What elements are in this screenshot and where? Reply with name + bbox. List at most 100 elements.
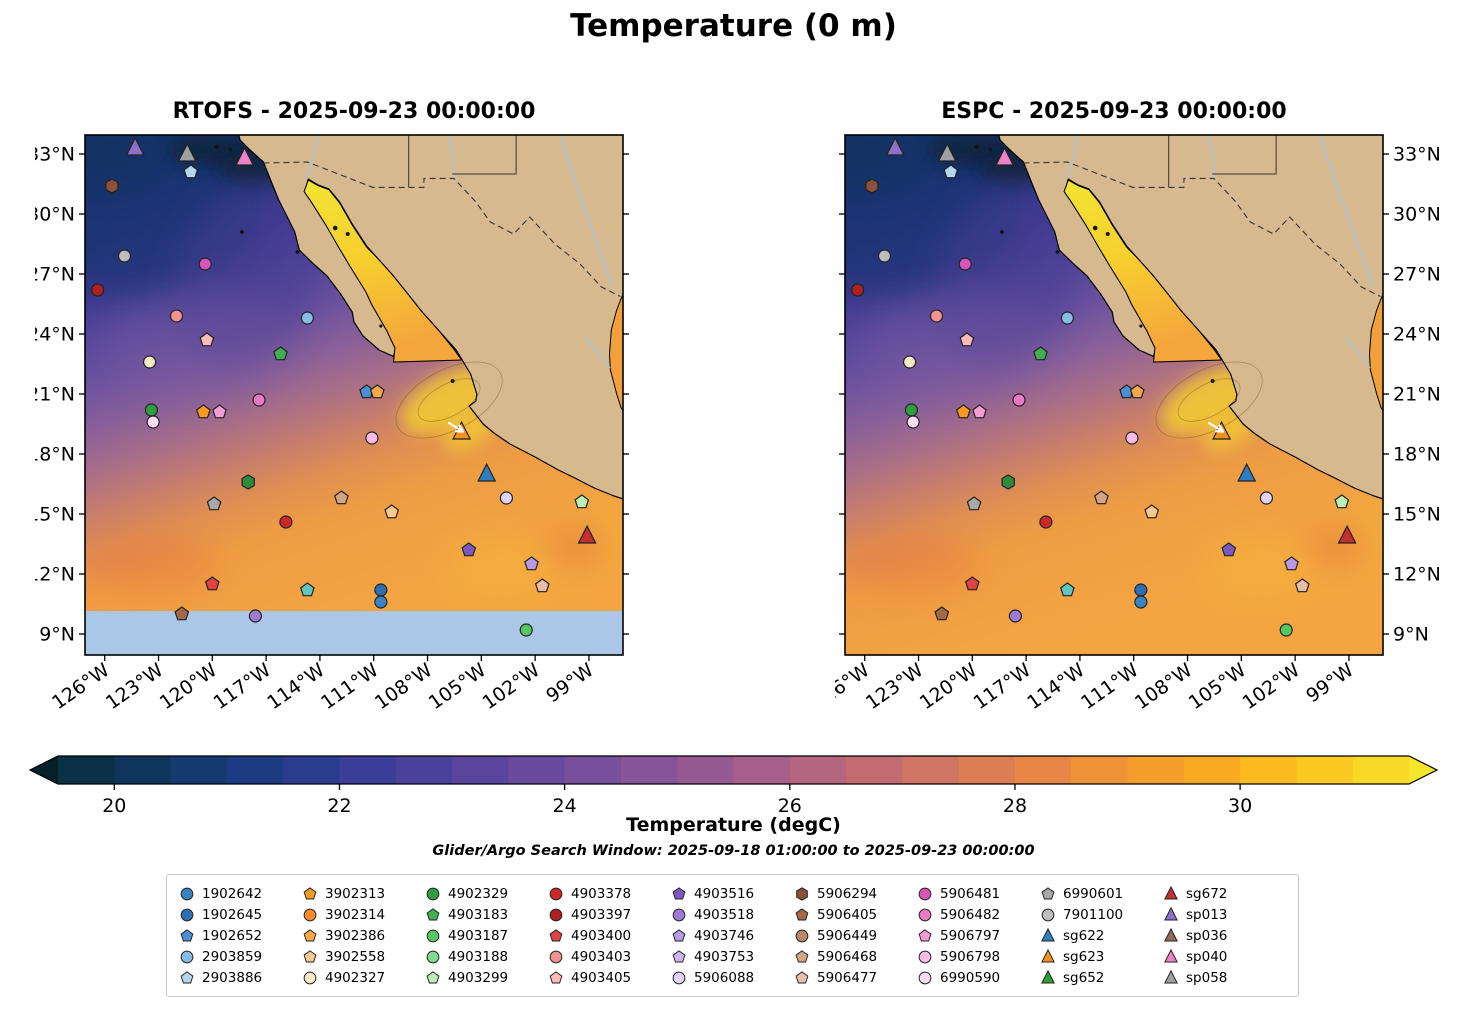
lat-tick-label: 24°N bbox=[35, 324, 75, 346]
lon-tick-label: 117°W bbox=[969, 659, 1035, 714]
island bbox=[295, 250, 300, 254]
lat-tick-label: 18°N bbox=[1393, 444, 1441, 466]
legend-item: 5906449 bbox=[794, 925, 917, 946]
marker-4903518 bbox=[248, 609, 262, 623]
marker-5906405 bbox=[934, 606, 950, 621]
marker-4903405 bbox=[959, 332, 975, 347]
marker-1902642 bbox=[1134, 595, 1148, 609]
circle-marker-icon bbox=[180, 950, 194, 963]
marker-5906468 bbox=[334, 490, 349, 505]
legend-label: 5906477 bbox=[817, 969, 878, 986]
legend-item: 5906088 bbox=[671, 967, 794, 988]
lon-tick-label: 123°W bbox=[102, 659, 168, 714]
circle-marker-icon bbox=[918, 950, 932, 963]
marker-sp040 bbox=[995, 146, 1015, 166]
marker-sg622 bbox=[477, 462, 497, 482]
marker-3902313 bbox=[956, 404, 971, 419]
map-frame bbox=[84, 134, 624, 656]
map-espc: 33°N30°N27°N24°N21°N18°N15°N12°N9°N126°W… bbox=[835, 134, 1441, 714]
legend-label: sp040 bbox=[1186, 948, 1228, 965]
triangle-marker-icon bbox=[1041, 948, 1055, 963]
legend-column: sg672 sp013 sp036 sp040 sp058 bbox=[1163, 883, 1286, 988]
legend-label: 4903183 bbox=[448, 906, 509, 923]
pentagon-marker-icon bbox=[1041, 886, 1055, 899]
marker-6990590 bbox=[906, 415, 920, 429]
legend-item: 2903886 bbox=[179, 967, 302, 988]
marker-4903397 bbox=[851, 283, 865, 297]
lon-tick-label: 111°W bbox=[317, 659, 383, 714]
lon-tick-label: 120°W bbox=[156, 659, 222, 714]
marker-5906088 bbox=[1259, 491, 1273, 505]
marker-4902329 bbox=[904, 403, 919, 417]
marker-4902327 bbox=[902, 355, 917, 369]
colorbar-tick-label: 28 bbox=[1003, 795, 1027, 817]
marker-3902558 bbox=[384, 504, 400, 519]
legend-label: 1902652 bbox=[202, 927, 263, 944]
marker-4902329 bbox=[144, 403, 159, 417]
hexagon-marker-icon bbox=[796, 886, 808, 901]
circle-marker-icon bbox=[180, 887, 194, 900]
lat-tick-label: 9°N bbox=[1393, 624, 1429, 646]
legend-item: 4903405 bbox=[548, 967, 671, 988]
legend-column: 6990601 7901100 sg622 sg623 sg652 bbox=[1040, 883, 1163, 988]
legend-item: sg623 bbox=[1040, 946, 1163, 967]
river bbox=[1066, 135, 1079, 179]
legend-item: 3902314 bbox=[302, 904, 425, 925]
colorbar-label: Temperature (degC) bbox=[626, 814, 841, 836]
circle-marker-icon bbox=[426, 887, 440, 900]
pentagon-marker-icon bbox=[303, 949, 317, 962]
marker-float2 bbox=[1060, 582, 1075, 597]
legend-label: 5906481 bbox=[940, 885, 1001, 902]
legend-column: 5906294 5906405 5906449 5906468 5906477 bbox=[794, 883, 917, 988]
legend-item: 5906481 bbox=[917, 883, 1040, 904]
gulf-of-mexico-sliver bbox=[608, 294, 623, 412]
pentagon-marker-icon bbox=[303, 886, 317, 899]
marker-sg672 bbox=[577, 524, 597, 544]
marker-4903378 bbox=[1039, 515, 1053, 529]
legend-label: sp036 bbox=[1186, 927, 1228, 944]
marker-7901100 bbox=[877, 249, 892, 263]
legend-item: 4903187 bbox=[425, 925, 548, 946]
marker-3902558 bbox=[1144, 504, 1160, 519]
legend-item: 5906477 bbox=[794, 967, 917, 988]
legend-label: 4903403 bbox=[571, 948, 632, 965]
legend-item: 1902652 bbox=[179, 925, 302, 946]
legend-item: 2903859 bbox=[179, 946, 302, 967]
river bbox=[559, 135, 613, 287]
marker-5906405 bbox=[174, 606, 190, 621]
lat-tick-label: 24°N bbox=[1393, 324, 1441, 346]
marker-4903518 bbox=[1008, 609, 1022, 623]
legend: 1902642 1902645 1902652 2903859 2903886 39023… bbox=[166, 874, 1299, 997]
circle-marker-icon bbox=[303, 908, 317, 921]
legend-label: 6990601 bbox=[1063, 885, 1124, 902]
legend-label: sg672 bbox=[1186, 885, 1228, 902]
circle-marker-icon bbox=[180, 908, 194, 921]
legend-item: 4903746 bbox=[671, 925, 794, 946]
legend-label: 4903188 bbox=[448, 948, 509, 965]
marker-5906294 bbox=[105, 178, 119, 194]
pentagon-marker-icon bbox=[672, 949, 686, 962]
circle-marker-icon bbox=[549, 950, 563, 963]
colorbar-tick-label: 30 bbox=[1228, 795, 1252, 817]
lat-tick-label: 12°N bbox=[35, 564, 75, 586]
marker-4903400 bbox=[204, 576, 220, 591]
pentagon-marker-icon bbox=[549, 928, 563, 941]
lat-tick-label: 33°N bbox=[1393, 144, 1441, 166]
us-mexico-border bbox=[263, 161, 621, 297]
state-border bbox=[1212, 135, 1277, 175]
triangle-marker-icon bbox=[1164, 927, 1178, 942]
marker-5906482 bbox=[252, 393, 266, 407]
legend-label: 7901100 bbox=[1063, 906, 1124, 923]
legend-item: 4903403 bbox=[548, 946, 671, 967]
island bbox=[1210, 379, 1215, 383]
pentagon-marker-icon bbox=[795, 907, 809, 920]
lat-tick-label: 12°N bbox=[1393, 564, 1441, 586]
contour-line bbox=[417, 378, 481, 422]
lon-tick-label: 99°W bbox=[542, 659, 598, 707]
colorbar-tick-label: 24 bbox=[553, 795, 577, 817]
us-mexico-border bbox=[1023, 161, 1381, 297]
legend-item: 6990601 bbox=[1040, 883, 1163, 904]
legend-label: 3902314 bbox=[325, 906, 386, 923]
marker-4903183 bbox=[1033, 346, 1048, 361]
island bbox=[332, 225, 338, 231]
